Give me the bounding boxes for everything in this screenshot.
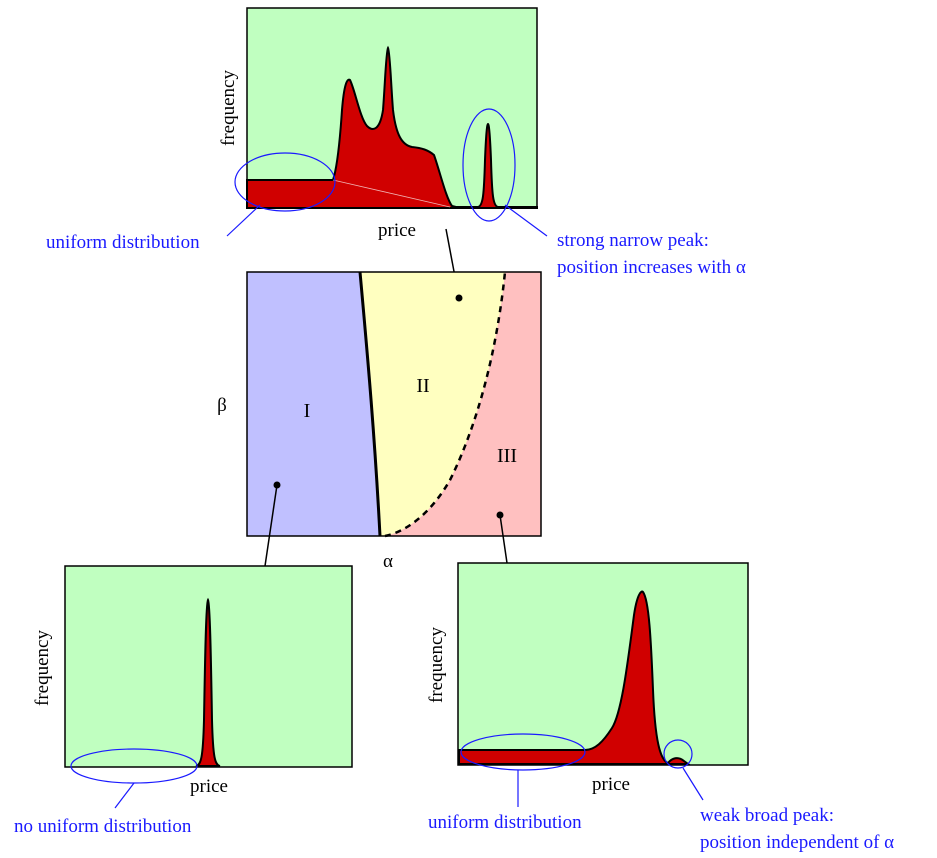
region-II-area (360, 272, 505, 536)
phase-boundary-II-III (384, 271, 507, 538)
phase-diagram: I II III β α (217, 271, 542, 572)
region-label-I: I (304, 400, 311, 422)
bottom-left-plot-distribution (195, 597, 221, 767)
top-plot-peak-ellipse (462, 108, 516, 222)
connector-region-I (264, 484, 278, 567)
bottom-right-weak-peak-line2: position independent of α (700, 832, 894, 853)
bottom-right-plot-background (457, 562, 749, 766)
phase-diagram-ylabel: β (217, 395, 227, 416)
region-label-II: II (416, 375, 429, 397)
bottom-right-weak-peak-leader (682, 767, 704, 801)
phase-boundary-I-II (358, 271, 382, 537)
top-plot-peak-label-line2: position increases with α (557, 257, 746, 278)
top-plot-guide-line (332, 179, 451, 208)
bottom-right-plot-xlabel: price (592, 774, 630, 795)
bottom-left-plot-annotation: no uniform distribution (14, 816, 192, 837)
bottom-left-uniform-leader (114, 782, 135, 809)
bottom-left-plot-xlabel: price (190, 776, 228, 797)
top-plot: frequency price uniform distribution str… (46, 7, 746, 278)
phase-diagram-frame (246, 271, 542, 537)
top-plot-uniform-leader (226, 204, 261, 237)
top-plot-peak-leader (504, 204, 548, 237)
top-plot-peak-label-line1: strong narrow peak: (557, 230, 709, 251)
phase-diagram-xlabel: α (383, 551, 393, 572)
top-plot-ylabel: frequency (218, 70, 239, 146)
bottom-left-plot-ylabel: frequency (32, 630, 53, 706)
top-plot-uniform-ellipse (234, 152, 336, 212)
bottom-right-plot-ylabel: frequency (426, 627, 447, 703)
bottom-right-plot-distribution (458, 590, 691, 765)
bottom-right-weak-peak-ellipse (663, 739, 693, 769)
region-label-III: III (497, 445, 517, 467)
bottom-right-weak-peak-line1: weak broad peak: (700, 805, 834, 826)
bottom-right-uniform-label: uniform distribution (428, 812, 582, 833)
region-II-marker (455, 294, 463, 302)
top-plot-xlabel: price (378, 220, 416, 241)
bottom-right-plot: frequency price uniform distribution wea… (426, 562, 894, 853)
bottom-right-uniform-ellipse (460, 733, 586, 771)
top-plot-uniform-label: uniform distribution (46, 232, 200, 253)
connector-region-III (499, 514, 508, 564)
region-I-area (247, 272, 380, 536)
bottom-left-plot: frequency price no uniform distribution (14, 565, 353, 837)
top-plot-distribution (246, 45, 538, 209)
